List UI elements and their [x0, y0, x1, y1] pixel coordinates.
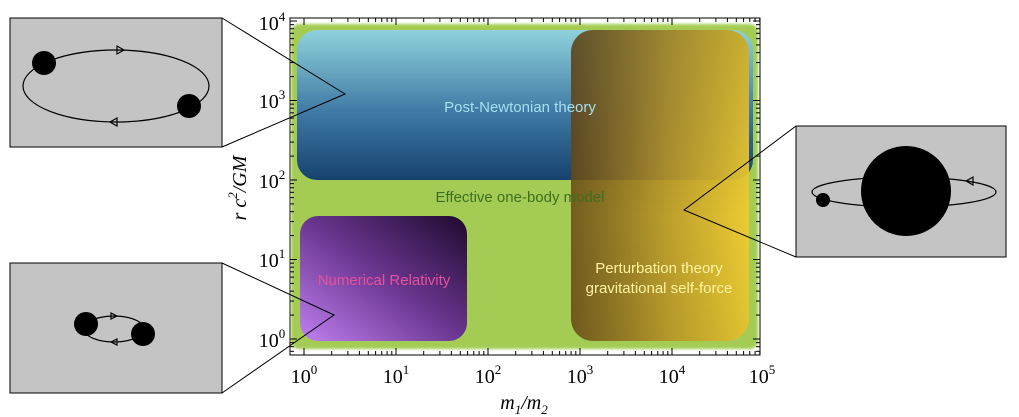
y-tick-label: 104 [259, 9, 286, 35]
orbit-arrow-icon [110, 312, 119, 320]
black-hole-icon [177, 94, 201, 118]
y-tick-label: 101 [259, 246, 286, 272]
black-hole-icon [74, 312, 98, 336]
x-tick-label: 105 [749, 362, 776, 388]
y-tick-label: 103 [259, 87, 286, 113]
inset-frame [9, 262, 223, 394]
y-axis: 100 101 102 103 104 r c2/GM [225, 9, 286, 352]
inset-close-binary [9, 262, 335, 394]
callout-line [683, 125, 797, 258]
callout-line [221, 17, 347, 148]
x-tick-label: 102 [475, 362, 502, 388]
y-tick-label: 100 [259, 326, 286, 352]
inset-wide-binary [9, 17, 347, 148]
perturbation-label-line2: gravitational self-force [586, 280, 733, 297]
x-tick-label: 101 [383, 362, 410, 388]
y-tick-label: 102 [259, 167, 286, 193]
x-tick-label: 104 [659, 362, 686, 388]
perturbation-label-line1: Perturbation theory [595, 260, 723, 277]
numerical-relativity-label: Numerical Relativity [318, 272, 451, 289]
orbit-ellipse [22, 49, 210, 123]
x-axis-label: m1/m2 [500, 392, 548, 417]
x-axis: 100 101 102 103 104 105 m1/m2 [291, 362, 776, 417]
x-tick-label: 103 [567, 362, 594, 388]
supermassive-black-hole-icon [861, 146, 951, 236]
perturbation-shade [571, 30, 749, 341]
orbit-arrow-icon [116, 44, 126, 56]
callout-line [221, 262, 335, 394]
orbit-arrow-icon [108, 116, 118, 128]
inset-frame [9, 17, 223, 148]
plot-area: Post-Newtonian theory Effective one-body… [289, 17, 761, 356]
y-axis-label: r c2/GM [225, 154, 251, 220]
orbit-arrow-icon [964, 175, 974, 187]
black-hole-icon [32, 51, 56, 75]
effective-one-body-label: Effective one-body model [436, 189, 605, 206]
black-hole-icon [131, 322, 155, 346]
x-tick-label: 100 [291, 362, 318, 388]
orbit-arrow-icon [109, 338, 118, 346]
inset-extreme-mass-ratio [683, 125, 1007, 258]
numerical-relativity-region [300, 216, 467, 341]
compact-object-icon [816, 193, 830, 207]
post-newtonian-label: Post-Newtonian theory [444, 99, 596, 116]
